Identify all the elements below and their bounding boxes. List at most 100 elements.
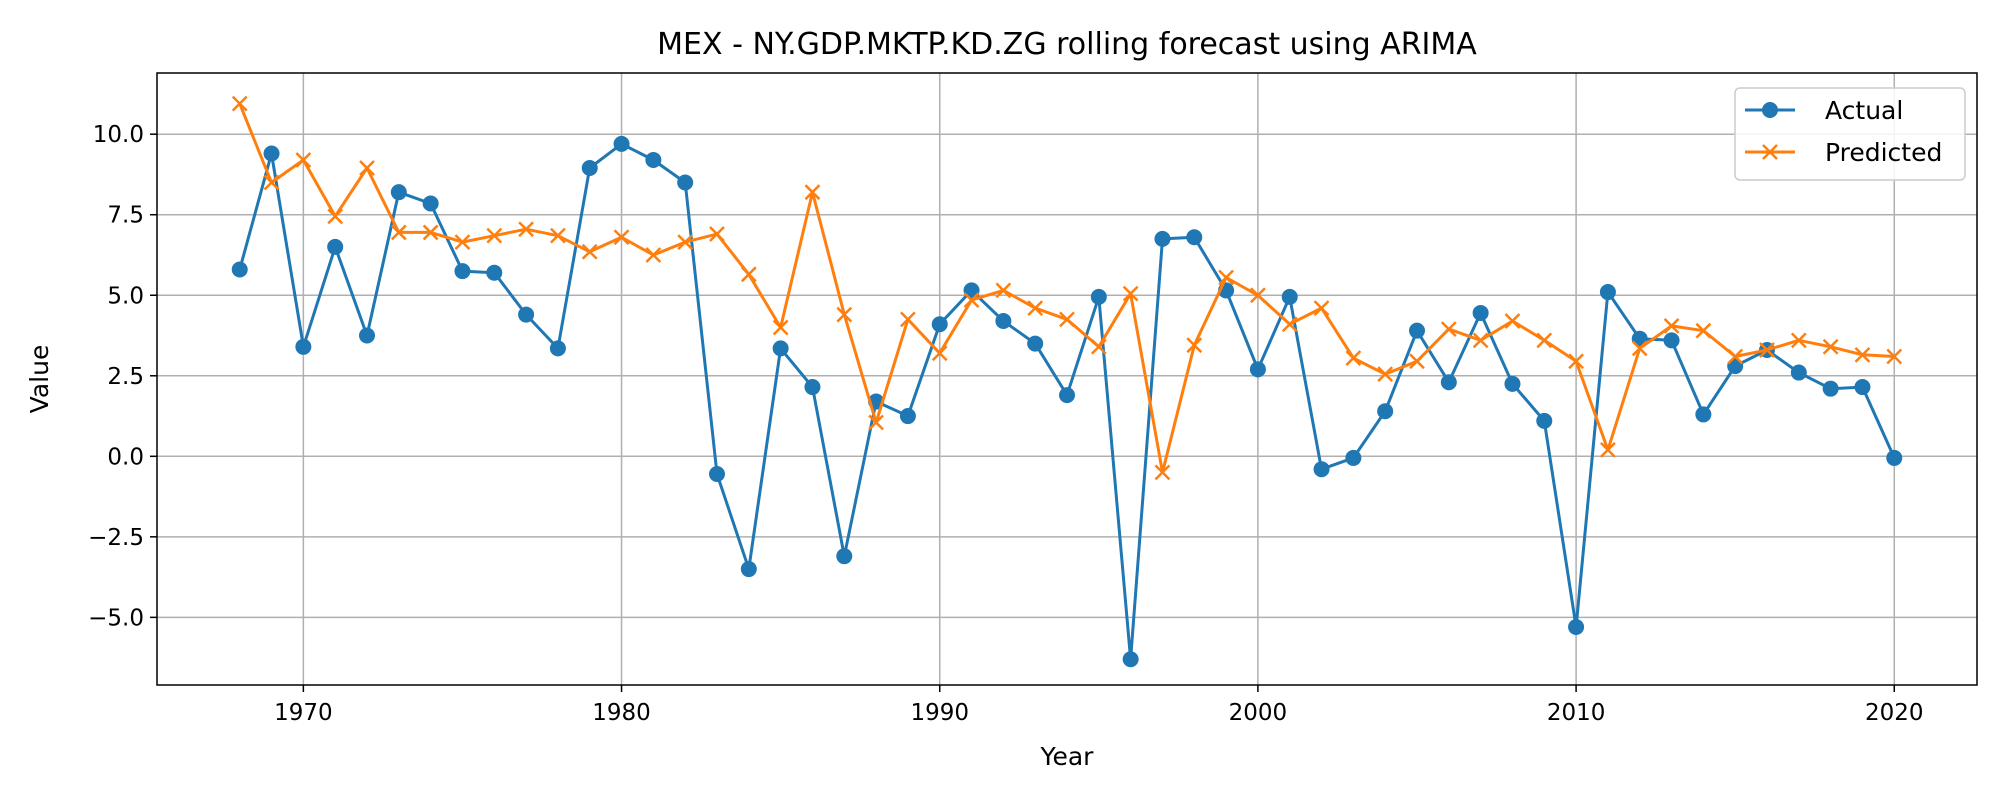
x-tick-label: 2010	[1547, 700, 1606, 726]
data-point-actual	[899, 408, 916, 425]
data-point-actual	[1154, 230, 1171, 247]
data-point-predicted	[1186, 337, 1203, 354]
data-point-actual	[613, 135, 630, 152]
legend-predicted-marker	[1762, 144, 1778, 160]
legend: Actual Predicted	[1734, 87, 1966, 181]
data-point-predicted	[645, 247, 662, 263]
x-tick-label: 2020	[1865, 700, 1924, 726]
x-tick-label: 1980	[592, 700, 651, 726]
data-point-predicted	[1790, 332, 1807, 349]
data-point-actual	[1695, 406, 1712, 423]
y-tick-label: 10.0	[93, 122, 144, 148]
data-point-predicted	[454, 234, 471, 250]
data-point-predicted	[295, 152, 312, 168]
data-point-predicted	[868, 414, 884, 431]
data-point-predicted	[677, 234, 694, 250]
data-point-actual	[422, 195, 439, 212]
ticks: 1970 1980 1990 2000 2010 2020 −5.0 −2.5 0.0 2.5 5.…	[88, 122, 1923, 726]
data-point-actual	[1409, 322, 1425, 339]
data-point-actual	[995, 313, 1012, 330]
data-point-actual	[1790, 364, 1807, 381]
data-point-predicted	[581, 243, 598, 260]
data-point-actual	[1377, 403, 1394, 420]
data-point-predicted	[772, 319, 789, 336]
data-point-predicted	[1377, 366, 1394, 383]
plot-frame	[156, 72, 1978, 686]
data-point-actual	[1249, 361, 1266, 378]
data-point-predicted	[231, 95, 248, 112]
data-point-actual	[549, 340, 566, 357]
data-point-actual	[263, 145, 280, 162]
data-point-actual	[1186, 229, 1203, 246]
data-point-actual	[454, 263, 471, 280]
data-point-predicted	[709, 226, 725, 242]
data-point-actual	[1822, 380, 1839, 397]
data-point-actual	[390, 184, 407, 201]
data-point-predicted	[327, 208, 344, 225]
data-point-predicted	[1663, 317, 1680, 334]
data-point-actual	[327, 238, 344, 255]
y-axis-label: Value	[25, 345, 54, 414]
data-point-predicted	[422, 224, 439, 241]
y-tick-label: −2.5	[88, 525, 144, 551]
data-point-actual	[1568, 619, 1585, 636]
data-point-predicted	[390, 224, 407, 241]
data-point-predicted	[1154, 464, 1171, 481]
data-point-actual	[1854, 379, 1871, 396]
data-point-actual	[772, 340, 789, 357]
data-point-predicted	[486, 227, 503, 244]
data-point-predicted	[900, 311, 916, 328]
data-point-predicted	[1440, 321, 1457, 337]
data-point-actual	[645, 151, 662, 168]
y-tick-label: 5.0	[107, 283, 144, 309]
data-point-actual	[1059, 387, 1075, 404]
data-point-actual	[836, 548, 853, 565]
data-point-actual	[295, 338, 312, 355]
data-point-actual	[581, 160, 598, 177]
data-point-predicted	[963, 292, 980, 308]
data-point-predicted	[263, 174, 280, 191]
x-tick-label: 1970	[274, 700, 333, 726]
legend-actual-marker	[1762, 102, 1778, 118]
data-point-actual	[1472, 304, 1489, 321]
data-point-actual	[1663, 332, 1680, 349]
data-point-predicted	[1281, 316, 1298, 333]
data-point-actual	[1027, 335, 1044, 352]
data-point-predicted	[359, 160, 375, 176]
data-point-actual	[1886, 449, 1903, 466]
data-point-predicted	[804, 184, 821, 201]
data-point-predicted	[1122, 285, 1139, 302]
data-point-predicted	[1313, 300, 1330, 317]
data-point-predicted	[1536, 332, 1553, 349]
y-tick-label: −5.0	[88, 605, 144, 631]
data-point-predicted	[518, 221, 534, 238]
data-point-predicted	[1631, 340, 1648, 357]
legend-predicted-label: Predicted	[1825, 138, 1942, 167]
data-point-actual	[518, 306, 535, 323]
data-point-predicted	[1345, 350, 1362, 366]
data-point-predicted	[931, 345, 948, 362]
data-point-predicted	[1886, 348, 1903, 365]
data-point-predicted	[1568, 353, 1584, 370]
data-point-actual	[231, 261, 248, 278]
y-tick-label: 7.5	[107, 203, 144, 229]
data-point-predicted	[1250, 287, 1266, 304]
data-point-predicted	[836, 306, 853, 323]
data-point-predicted	[1504, 313, 1521, 329]
data-point-predicted	[1090, 338, 1107, 355]
data-point-actual	[1313, 461, 1330, 478]
series-layer	[231, 95, 1903, 668]
data-point-actual	[1440, 374, 1457, 391]
data-point-predicted	[1854, 346, 1871, 363]
data-point-predicted	[550, 227, 566, 244]
data-point-actual	[931, 316, 948, 333]
data-point-actual	[1122, 651, 1139, 668]
data-point-actual	[359, 327, 375, 344]
data-point-predicted	[1472, 332, 1489, 349]
x-tick-label: 2000	[1229, 700, 1288, 726]
y-tick-label: 0.0	[107, 444, 144, 470]
data-point-predicted	[1027, 300, 1044, 317]
chart-title: MEX - NY.GDP.MKTP.KD.ZG rolling forecast…	[657, 27, 1477, 62]
x-axis-label: Year	[1040, 742, 1095, 771]
